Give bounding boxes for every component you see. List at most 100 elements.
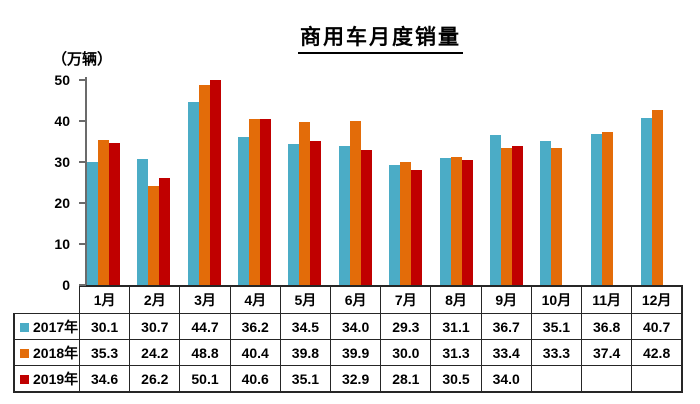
value-cell-2018年-1月: 35.3 bbox=[78, 339, 131, 366]
value-cell-2019年-7月: 28.1 bbox=[380, 365, 432, 393]
value-cell-2017年-6月: 34.0 bbox=[330, 313, 382, 340]
value-cell-2019年-11月 bbox=[581, 365, 633, 393]
value-cell-2017年-1月: 30.1 bbox=[78, 313, 131, 340]
month-header-9月: 9月 bbox=[480, 285, 532, 314]
value-cell-2017年-3月: 44.7 bbox=[179, 313, 231, 340]
bar-2019年-3月 bbox=[209, 79, 221, 285]
data-table-body: 2017年 30.1 30.7 44.7 36.2 34.5 34.0 29.3 31.1 36.… bbox=[13, 313, 684, 393]
value-cell-2018年-7月: 30.0 bbox=[380, 339, 432, 366]
bar-2017年-4月 bbox=[237, 136, 249, 285]
value-cell-2019年-10月 bbox=[530, 365, 583, 393]
ytick-label-10: 10 bbox=[54, 236, 70, 252]
value-cell-2018年-9月: 33.4 bbox=[480, 339, 532, 366]
legend-marker-2019年 bbox=[20, 374, 29, 384]
legend-marker-2017年 bbox=[20, 322, 29, 332]
legend-cell-2018年: 2018年 bbox=[13, 339, 80, 366]
bar-2018年-1月 bbox=[97, 140, 109, 285]
ytick-label-20: 20 bbox=[54, 195, 70, 211]
ytick-label-50: 50 bbox=[54, 72, 70, 88]
value-cell-2017年-11月: 36.8 bbox=[581, 313, 633, 340]
ytick-mark-20 bbox=[79, 202, 86, 204]
bar-2018年-9月 bbox=[500, 148, 512, 285]
bar-2017年-11月 bbox=[590, 134, 602, 285]
chart-title: 商用车月度销量 bbox=[78, 21, 683, 54]
bar-2018年-10月 bbox=[551, 148, 563, 285]
value-cell-2018年-3月: 48.8 bbox=[179, 339, 231, 366]
bar-2018年-7月 bbox=[400, 162, 412, 285]
month-header-7月: 7月 bbox=[380, 285, 432, 314]
value-cell-2018年-5月: 39.8 bbox=[279, 339, 332, 366]
legend-marker-2018年 bbox=[20, 348, 29, 358]
ytick-label-0: 0 bbox=[62, 277, 70, 293]
value-cell-2017年-5月: 34.5 bbox=[279, 313, 332, 340]
value-cell-2018年-11月: 37.4 bbox=[581, 339, 633, 366]
bar-2019年-1月 bbox=[108, 143, 120, 285]
value-cell-2017年-7月: 29.3 bbox=[380, 313, 432, 340]
value-cell-2019年-9月: 34.0 bbox=[480, 365, 532, 393]
ytick-label-30: 30 bbox=[54, 154, 70, 170]
ytick-mark-0 bbox=[79, 284, 86, 286]
value-cell-2018年-6月: 39.9 bbox=[330, 339, 382, 366]
legend-label-2017年: 2017年 bbox=[33, 318, 79, 335]
y-axis-line bbox=[85, 77, 87, 285]
value-cell-2018年-10月: 33.3 bbox=[530, 339, 583, 366]
month-header-12月: 12月 bbox=[631, 285, 684, 314]
bar-2019年-4月 bbox=[259, 118, 271, 285]
value-cell-2019年-6月: 32.9 bbox=[330, 365, 382, 393]
ytick-label-40: 40 bbox=[54, 113, 70, 129]
bar-2017年-10月 bbox=[540, 141, 552, 285]
month-header-11月: 11月 bbox=[581, 285, 633, 314]
month-header-1月: 1月 bbox=[78, 285, 131, 314]
value-cell-2018年-2月: 24.2 bbox=[129, 339, 181, 366]
ytick-mark-40 bbox=[79, 120, 86, 122]
month-header-10月: 10月 bbox=[530, 285, 583, 314]
bar-2017年-1月 bbox=[86, 161, 98, 285]
bar-2019年-6月 bbox=[360, 150, 372, 285]
value-cell-2017年-9月: 36.7 bbox=[480, 313, 532, 340]
bar-2018年-5月 bbox=[299, 121, 311, 285]
table-row-2019年: 2019年 34.6 26.2 50.1 40.6 35.1 32.9 28.1 30.5 34.… bbox=[13, 365, 684, 393]
month-header-5月: 5月 bbox=[279, 285, 332, 314]
bar-2018年-11月 bbox=[601, 131, 613, 285]
value-cell-2018年-12月: 42.8 bbox=[631, 339, 684, 366]
legend-label-2019年: 2019年 bbox=[33, 370, 79, 387]
value-cell-2019年-3月: 50.1 bbox=[179, 365, 231, 393]
ytick-mark-50 bbox=[79, 79, 86, 81]
bar-2018年-12月 bbox=[652, 109, 664, 285]
legend-cell-2019年: 2019年 bbox=[13, 365, 80, 393]
value-cell-2017年-8月: 31.1 bbox=[430, 313, 482, 340]
y-axis-unit-label: （万辆） bbox=[52, 51, 113, 68]
table-row-2018年: 2018年 35.3 24.2 48.8 40.4 39.8 39.9 30.0 31.3 33.… bbox=[13, 339, 684, 366]
legend-label-2018年: 2018年 bbox=[33, 344, 79, 361]
bar-2018年-8月 bbox=[450, 156, 462, 285]
bar-2017年-2月 bbox=[137, 159, 149, 285]
bar-2019年-9月 bbox=[511, 145, 523, 285]
month-header-4月: 4月 bbox=[229, 285, 281, 314]
bar-2017年-8月 bbox=[439, 157, 451, 285]
month-header-6月: 6月 bbox=[330, 285, 382, 314]
value-cell-2017年-4月: 36.2 bbox=[229, 313, 281, 340]
month-header-row: 1月 2月 3月 4月 5月 6月 7月 8月 9月 10月 11月 12月 bbox=[14, 285, 684, 314]
value-cell-2017年-2月: 30.7 bbox=[129, 313, 181, 340]
value-cell-2019年-12月 bbox=[631, 365, 684, 393]
value-cell-2019年-5月: 35.1 bbox=[279, 365, 332, 393]
month-header-8月: 8月 bbox=[430, 285, 482, 314]
bar-2017年-7月 bbox=[389, 164, 401, 285]
bar-2019年-7月 bbox=[411, 169, 423, 285]
plot-area bbox=[78, 79, 683, 285]
value-cell-2019年-4月: 40.6 bbox=[229, 365, 281, 393]
value-cell-2019年-1月: 34.6 bbox=[78, 365, 131, 393]
bar-2018年-6月 bbox=[349, 121, 361, 285]
chart-title-text: 商用车月度销量 bbox=[298, 26, 463, 54]
bar-2017年-5月 bbox=[288, 143, 300, 285]
value-cell-2018年-8月: 31.3 bbox=[430, 339, 482, 366]
bar-2018年-3月 bbox=[198, 84, 210, 285]
ytick-mark-30 bbox=[79, 161, 86, 163]
data-table: 1月 2月 3月 4月 5月 6月 7月 8月 9月 10月 11月 12月 2017年 30.1 30.… bbox=[13, 285, 684, 393]
value-cell-2017年-10月: 35.1 bbox=[530, 313, 583, 340]
bar-2018年-4月 bbox=[248, 119, 260, 285]
value-cell-2018年-4月: 40.4 bbox=[229, 339, 281, 366]
value-cell-2019年-2月: 26.2 bbox=[129, 365, 181, 393]
month-header-2月: 2月 bbox=[129, 285, 181, 314]
